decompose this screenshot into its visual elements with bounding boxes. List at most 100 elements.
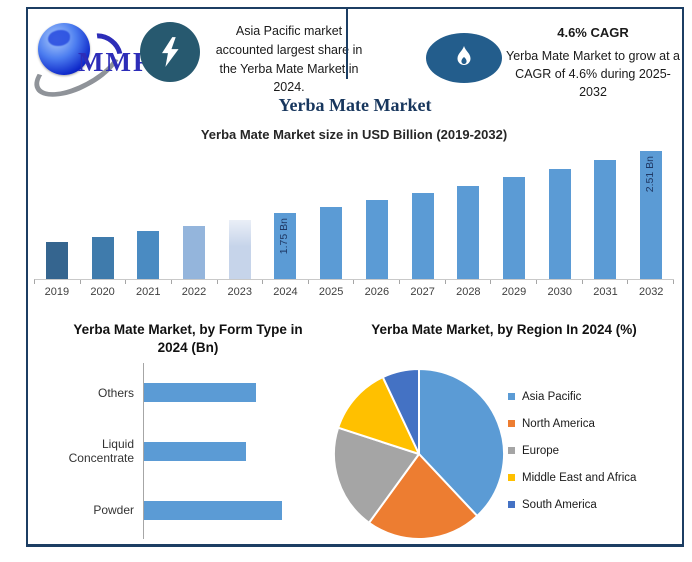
legend-label: Europe [522, 444, 560, 457]
form-bar-area [143, 363, 338, 423]
x-tick-label-2021: 2021 [136, 286, 161, 298]
market-size-chart-title: Yerba Mate Market size in USD Billion (2… [200, 127, 508, 142]
x-tick-label-2022: 2022 [181, 286, 207, 298]
axis-tick [172, 280, 218, 284]
x-tick-label-2030: 2030 [547, 286, 572, 298]
cagr-text: Yerba Mate Market to grow at a CAGR of 4… [506, 49, 680, 100]
bar-slot-2019 [34, 145, 80, 279]
bar-slot-2022 [171, 145, 217, 279]
bar-slot-2025 [308, 145, 354, 279]
form-bar-area [143, 422, 338, 481]
bar-slot-2029 [491, 145, 537, 279]
form-type-bars: Others Liquid Concentrate Powder [38, 363, 338, 540]
bar-2031 [594, 160, 617, 279]
legend-item-europe: Europe [508, 437, 636, 464]
axis-tick [309, 280, 355, 284]
bar-slot-2030 [537, 145, 583, 279]
region-pie-chart: Yerba Mate Market, by Region In 2024 (%)… [328, 321, 680, 547]
pie-slice-middle-east-and-africa [337, 376, 420, 455]
bar-2020 [91, 237, 114, 279]
globe-icon [38, 23, 90, 75]
bar-2032: 2.51 Bn [640, 151, 663, 279]
cagr-heading: 4.6% CAGR [557, 25, 629, 40]
bar-slot-2028 [445, 145, 491, 279]
legend-swatch-icon [508, 420, 515, 427]
bar-2019 [45, 242, 68, 279]
bar-2028 [457, 186, 480, 279]
bar-2026 [365, 200, 388, 279]
infographic-frame: MMR Asia Pacific market accounted larges… [25, 7, 684, 547]
bar-2027 [411, 193, 434, 279]
bar-slot-2024: 1.75 Bn [263, 145, 309, 279]
page-title: Yerba Mate Market [278, 95, 432, 115]
lightning-icon [140, 22, 200, 82]
bar-slot-2027 [400, 145, 446, 279]
x-tick-label-2024: 2024 [273, 286, 298, 298]
form-label: Others [97, 385, 134, 400]
pie-slice-north-america [368, 453, 479, 540]
bar-value-label-2032: 2.51 Bn [644, 156, 657, 193]
bar-2030 [548, 169, 571, 279]
bar-2023 [228, 220, 251, 279]
bar-2025 [320, 207, 343, 279]
x-tick-label-2028: 2028 [456, 286, 481, 298]
form-label: Powder [93, 503, 134, 518]
region-pie-legend: Asia Pacific North America Europe Middle Ea… [508, 383, 636, 518]
form-row-others: Others [38, 363, 338, 423]
x-tick-label-2031: 2031 [593, 286, 618, 298]
legend-swatch-icon [508, 501, 515, 508]
legend-item-north-america: North America [508, 410, 636, 437]
axis-tick [446, 280, 492, 284]
legend-label: Middle East and Africa [522, 471, 637, 484]
axis-tick [218, 280, 264, 284]
legend-label: South America [522, 498, 597, 511]
flame-icon [426, 33, 502, 83]
x-tick-label-2020: 2020 [90, 286, 115, 298]
form-row-liquid-concentrate: Liquid Concentrate [38, 422, 338, 481]
bar-2029 [503, 177, 526, 279]
x-axis-labels: 2019 2020 2021 2022 2023 2024 2025 2026 2027 2028… [34, 286, 674, 298]
axis-tick [537, 280, 583, 284]
axis-tick [126, 280, 172, 284]
legend-swatch-icon [508, 474, 515, 481]
bar-2024: 1.75 Bn [274, 213, 297, 279]
bar-slot-2026 [354, 145, 400, 279]
form-bar [144, 500, 282, 520]
region-pie [333, 368, 505, 540]
legend-item-asia-pacific: Asia Pacific [508, 383, 636, 410]
header-divider [346, 9, 348, 79]
bar-slot-2031 [583, 145, 629, 279]
form-type-chart: Yerba Mate Market, by Form Type in 2024 … [38, 321, 338, 540]
legend-swatch-icon [508, 393, 515, 400]
axis-tick [583, 280, 629, 284]
legend-item-south-america: South America [508, 491, 636, 518]
region-pie-chart-title: Yerba Mate Market, by Region In 2024 (%) [371, 322, 637, 337]
bar-slot-2032: 2.51 Bn [628, 145, 674, 279]
axis-tick [354, 280, 401, 284]
legend-item-middle-east-and-africa: Middle East and Africa [508, 464, 636, 491]
legend-label: Asia Pacific [522, 390, 582, 403]
market-size-bars: 1.75 Bn 2.51 Bn [34, 145, 674, 279]
axis-tick [400, 280, 446, 284]
axis-tick [628, 280, 674, 284]
axis-tick [263, 280, 309, 284]
pie-slice-south-america [381, 368, 420, 455]
market-size-chart: Yerba Mate Market size in USD Billion (2… [34, 127, 674, 298]
x-tick-label-2026: 2026 [364, 286, 390, 298]
cagr-callout: 4.6% CAGR Yerba Mate Market to grow at a… [506, 25, 680, 101]
form-type-chart-title: Yerba Mate Market, by Form Type in 2024 … [73, 322, 303, 356]
form-bar [144, 441, 246, 461]
bar-2021 [137, 231, 160, 279]
form-label: Liquid Concentrate [68, 437, 134, 466]
bar-slot-2020 [80, 145, 126, 279]
asia-pacific-callout: Asia Pacific market accounted largest sh… [215, 24, 363, 95]
x-tick-label-2027: 2027 [410, 286, 435, 298]
form-bar [144, 383, 256, 403]
form-row-powder: Powder [38, 480, 338, 540]
axis-tick [81, 280, 127, 284]
legend-swatch-icon [508, 447, 515, 454]
x-axis [34, 279, 674, 284]
bar-slot-2021 [125, 145, 171, 279]
x-tick-label-2019: 2019 [44, 286, 70, 298]
